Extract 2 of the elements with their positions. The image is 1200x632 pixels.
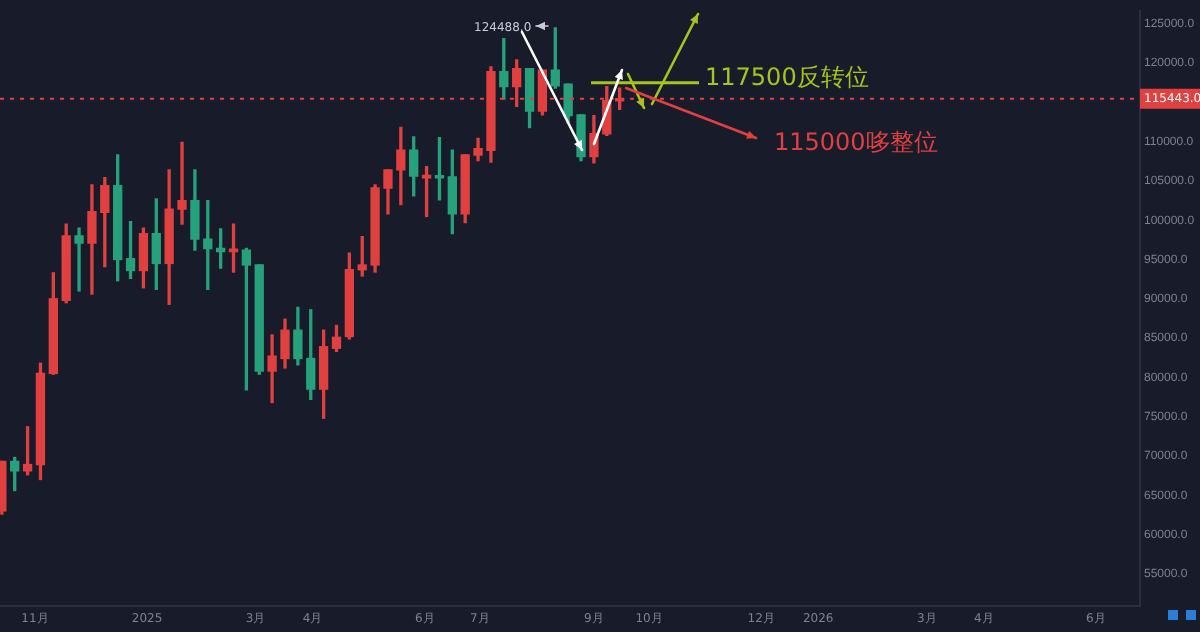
ref-line-label: 117500反转位 — [705, 62, 869, 91]
annotation: 115000哆整位 — [774, 128, 938, 157]
